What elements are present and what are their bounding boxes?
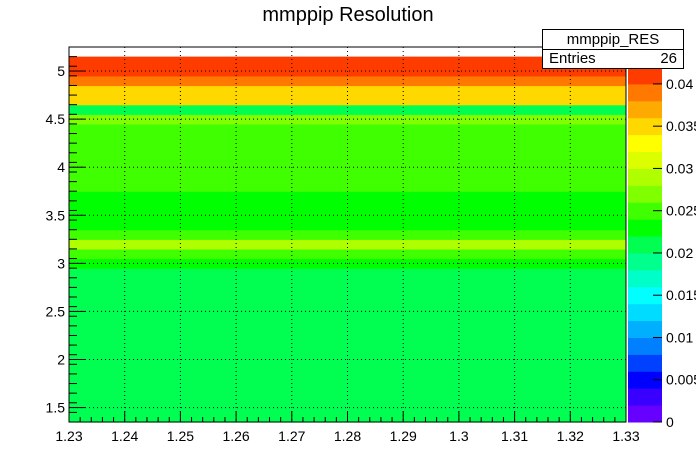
heatmap-band-20	[69, 220, 626, 231]
y-axis: 1.5 2 2.5 3 3.5 4 4.5 5	[46, 46, 85, 423]
heatmap-band-37	[69, 56, 626, 67]
y-tick-label-5: 4	[57, 159, 65, 175]
palette-swatch-8	[628, 269, 662, 288]
stats-box[interactable]: mmppip_RES Entries 26	[542, 29, 684, 69]
palette-swatch-14	[628, 168, 662, 186]
heatmap-band-34	[69, 85, 626, 96]
x-tick-label-0: 1.23	[55, 428, 82, 444]
heatmap-band-12	[69, 297, 626, 308]
palette-swatch-19	[628, 83, 662, 102]
heatmap-band-10	[69, 316, 626, 327]
x-tick-label-5: 1.28	[334, 428, 361, 444]
palette-swatch-7	[628, 286, 662, 305]
heatmap-band-7	[69, 345, 626, 356]
x-axis: 1.23 1.24 1.25 1.26 1.27 1.28 1.29 1.3 1.31 1.32 1…	[55, 411, 640, 444]
heatmap-band-2	[69, 393, 626, 404]
heatmap-band-17	[69, 248, 626, 260]
z-tick-label-4: 0.02	[666, 245, 693, 261]
x-tick-label-6: 1.29	[390, 428, 417, 444]
x-tick-label-3: 1.26	[222, 428, 249, 444]
x-tick-label-8: 1.31	[501, 428, 528, 444]
heatmap-band-27	[69, 152, 626, 163]
z-tick-label-0: 0	[666, 414, 674, 430]
z-tick-label-7: 0.035	[666, 118, 696, 134]
y-tick-label-1: 2	[57, 352, 65, 368]
heatmap-band-24	[69, 181, 626, 192]
y-tick-label-6: 4.5	[46, 111, 66, 127]
z-tick-label-6: 0.03	[666, 160, 693, 176]
z-tick-label-8: 0.04	[666, 76, 693, 92]
heatmap-band-14	[69, 277, 626, 288]
heatmap-band-35	[69, 75, 626, 87]
entries-value: 26	[660, 50, 677, 67]
heatmap-band-33	[69, 95, 626, 106]
palette-swatch-5	[628, 320, 662, 338]
z-tick-label-5: 0.025	[666, 203, 696, 219]
heatmap-band-22	[69, 200, 626, 212]
heatmap-band-19	[69, 229, 626, 240]
heatmap-band-32	[69, 104, 626, 115]
palette-swatch-4	[628, 337, 662, 355]
heatmap-band-5	[69, 364, 626, 375]
heatmap-band-30	[69, 123, 626, 135]
x-tick-label-4: 1.27	[278, 428, 305, 444]
heatmap-band-29	[69, 133, 626, 144]
grid-lines	[69, 47, 626, 422]
chart-title: mmppip Resolution	[262, 4, 434, 26]
x-tick-label-9: 1.32	[557, 428, 584, 444]
palette-swatch-1	[628, 388, 662, 406]
x-tick-label-1: 1.24	[111, 428, 138, 444]
palette-swatch-3	[628, 354, 662, 372]
heatmap-band-3	[69, 383, 626, 394]
y-tick-label-2: 2.5	[46, 303, 66, 319]
heatmap-band-15	[69, 268, 626, 279]
palette-swatch-10	[628, 236, 662, 254]
palette-swatch-6	[628, 303, 662, 322]
x-tick-label-10: 1.33	[612, 428, 639, 444]
heatmap-band-23	[69, 191, 626, 202]
palette-swatch-17	[628, 117, 662, 136]
x-tick-label-7: 1.3	[449, 428, 469, 444]
palette-swatch-9	[628, 252, 662, 271]
palette-swatch-0	[628, 405, 662, 423]
palette-swatch-18	[628, 100, 662, 119]
y-tick-label-7: 5	[57, 63, 65, 79]
heatmap-band-13	[69, 287, 626, 298]
heatmap-band-28	[69, 143, 626, 154]
z-tick-label-1: 0.005	[666, 372, 696, 388]
y-tick-label-3: 3	[57, 255, 65, 271]
x-tick-label-2: 1.25	[167, 428, 194, 444]
palette-swatch-11	[628, 219, 662, 237]
y-tick-label-0: 1.5	[46, 400, 66, 416]
palette-swatch-20	[628, 67, 662, 85]
color-scale: 0 0.005 0.01 0.015 0.02 0.025 0.03 0.035 0.04	[628, 67, 696, 430]
palette-swatch-2	[628, 371, 662, 389]
z-tick-label-3: 0.015	[666, 287, 696, 303]
entries-label: Entries	[549, 50, 596, 67]
stats-box-name: mmppip_RES	[543, 30, 683, 50]
heatmap-band-9	[69, 325, 626, 337]
palette-swatch-15	[628, 151, 662, 169]
heatmap-band-25	[69, 172, 626, 183]
palette-swatch-13	[628, 185, 662, 203]
z-tick-label-2: 0.01	[666, 329, 693, 345]
heatmap-band-18	[69, 239, 626, 250]
palette-swatch-16	[628, 134, 662, 153]
y-tick-label-4: 3.5	[46, 207, 66, 223]
heatmap-band-8	[69, 335, 626, 346]
palette-swatch-12	[628, 202, 662, 220]
